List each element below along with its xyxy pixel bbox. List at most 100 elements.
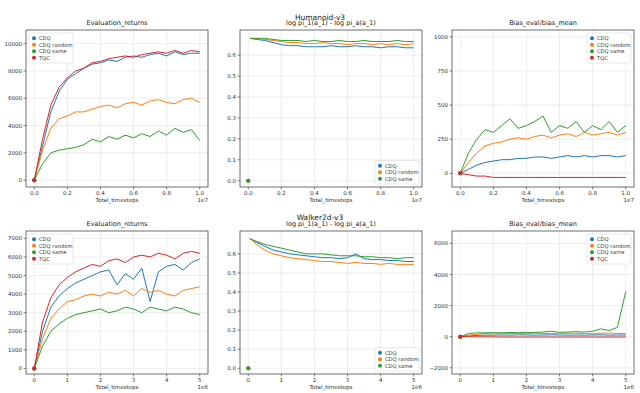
series-line xyxy=(460,173,625,177)
tick xyxy=(24,43,27,44)
plot-area xyxy=(32,251,199,370)
grid-line xyxy=(240,76,422,77)
tick xyxy=(450,105,453,106)
axis-label: Total_timesteps xyxy=(309,384,353,391)
series-line xyxy=(250,239,414,262)
point xyxy=(32,366,36,370)
grid-line xyxy=(240,96,422,97)
tick-label: 0.0 xyxy=(227,178,236,184)
series-line xyxy=(34,128,199,180)
series-line xyxy=(460,156,625,174)
tick-label: 0.6 xyxy=(227,52,236,58)
grid-line xyxy=(240,292,422,293)
tick-label: 4000 xyxy=(8,123,22,129)
axis-label: Total_timesteps xyxy=(309,197,353,204)
grid-line xyxy=(493,30,494,187)
tick xyxy=(238,368,241,369)
legend-label: CDQ random xyxy=(385,169,418,175)
tick-label: 1 xyxy=(492,377,496,383)
tick xyxy=(450,36,453,37)
grid-line xyxy=(240,138,422,139)
grid-line xyxy=(240,272,422,273)
tick-label: −2000 xyxy=(429,365,448,371)
tick xyxy=(24,275,27,276)
legend-label: CDQ same xyxy=(39,48,66,54)
plot-area xyxy=(458,116,625,177)
grid-line xyxy=(452,367,634,368)
point xyxy=(458,171,462,175)
point xyxy=(32,366,36,370)
tick-label: 0.4 xyxy=(522,190,531,196)
legend-label: CDQ xyxy=(39,236,51,242)
grid-line xyxy=(452,305,634,306)
legend-label: CDQ xyxy=(597,35,609,41)
legend-label: CDQ same xyxy=(385,176,412,182)
legend-box xyxy=(29,234,73,264)
legend-label: TQC xyxy=(38,256,50,262)
tick-label: 0.1 xyxy=(227,157,236,163)
tick-label: 0.5 xyxy=(227,270,236,276)
tick-label: 0 xyxy=(33,377,37,383)
point xyxy=(32,366,36,370)
tick-label: 5000 xyxy=(8,273,22,279)
tick xyxy=(450,70,453,71)
tick xyxy=(24,349,27,350)
point xyxy=(246,179,250,183)
legend-marker xyxy=(378,164,382,168)
grid-line xyxy=(100,30,101,187)
tick xyxy=(238,253,241,254)
series-line xyxy=(34,52,199,180)
offset-label: 1e6 xyxy=(198,384,209,390)
background xyxy=(0,0,640,393)
offset-label: 1e6 xyxy=(624,384,635,390)
tick-label: 0 xyxy=(445,170,449,176)
series-line xyxy=(34,50,199,180)
frame xyxy=(26,231,208,374)
frame xyxy=(26,30,208,187)
point xyxy=(246,366,250,370)
tick xyxy=(24,180,27,181)
series-line xyxy=(250,38,414,41)
tick xyxy=(24,70,27,71)
grid-line xyxy=(559,30,560,187)
tick-label: 4000 xyxy=(434,272,448,278)
grid-line xyxy=(26,180,208,181)
tick xyxy=(238,96,241,97)
series-line xyxy=(34,98,199,180)
chart-title: Evaluation_returns xyxy=(87,220,148,228)
tick xyxy=(450,243,453,244)
tick-label: 0.2 xyxy=(227,327,236,333)
axis-label: Total_timesteps xyxy=(521,384,565,391)
legend: CDQCDQ randomCDQ sameTQC xyxy=(29,33,73,63)
tick-label: 0.1 xyxy=(227,346,236,352)
tick-label: 0.2 xyxy=(227,136,236,142)
tick xyxy=(238,272,241,273)
tick-label: 0 xyxy=(19,177,23,183)
offset-label: 1e7 xyxy=(198,197,209,203)
subplot: log pi_1(a_1) - log pi_a(a_1)0.00.20.40.… xyxy=(227,19,422,204)
grid-line xyxy=(526,231,527,374)
legend-marker xyxy=(32,237,36,241)
tick-label: 0.4 xyxy=(227,94,236,100)
legend-marker xyxy=(32,56,36,60)
series-line xyxy=(250,38,414,44)
grid-line xyxy=(314,30,315,187)
tick xyxy=(24,294,27,295)
series-line xyxy=(460,333,625,337)
tick xyxy=(450,173,453,174)
tick-label: 0.0 xyxy=(456,190,465,196)
tick xyxy=(450,139,453,140)
tick-label: 2000 xyxy=(8,328,22,334)
point xyxy=(246,366,250,370)
axis-label: Total_timesteps xyxy=(521,197,565,204)
legend-marker xyxy=(32,244,36,248)
point xyxy=(458,335,462,339)
legend-box xyxy=(29,33,73,63)
point xyxy=(458,171,462,175)
tick xyxy=(238,55,241,56)
grid-line xyxy=(240,311,422,312)
tick xyxy=(238,159,241,160)
series-line xyxy=(250,38,414,47)
offset-label: 1e7 xyxy=(624,197,635,203)
legend: CDQCDQ randomCDQ same xyxy=(375,348,419,372)
